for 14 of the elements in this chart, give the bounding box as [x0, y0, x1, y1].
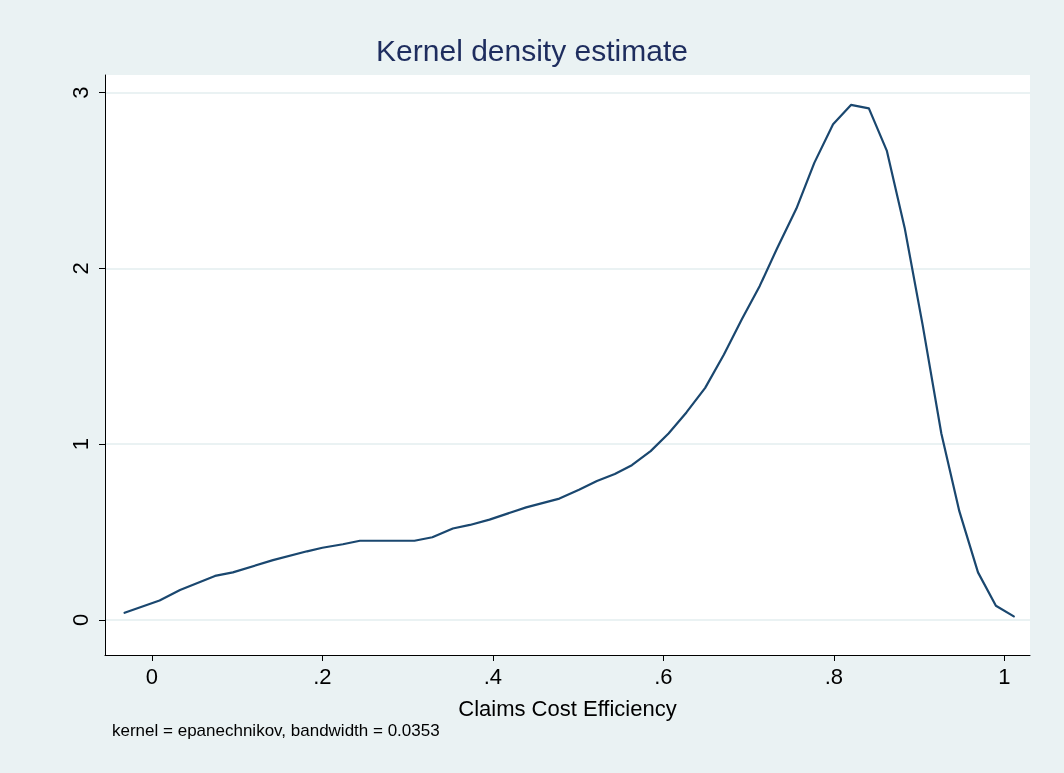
x-tick-label: .2	[313, 663, 332, 689]
chart-title: Kernel density estimate	[376, 33, 688, 67]
x-axis-title: Claims Cost Efficiency	[458, 695, 677, 721]
y-tick-label: 1	[67, 437, 93, 451]
x-tick-label: .6	[654, 663, 673, 689]
x-tick-label: 1	[998, 663, 1011, 689]
y-tick-label: 0	[67, 613, 93, 626]
x-tick-label: .8	[824, 663, 844, 689]
text: kernel = epanechnikov, bandwidth = 0.0353	[112, 721, 440, 740]
y-tick-label: 2	[67, 262, 93, 275]
y-tick-label: 3	[67, 86, 93, 99]
line-series	[123, 103, 1015, 618]
x-tick-label: .4	[483, 663, 503, 689]
x-tick-label: 0	[145, 663, 159, 689]
